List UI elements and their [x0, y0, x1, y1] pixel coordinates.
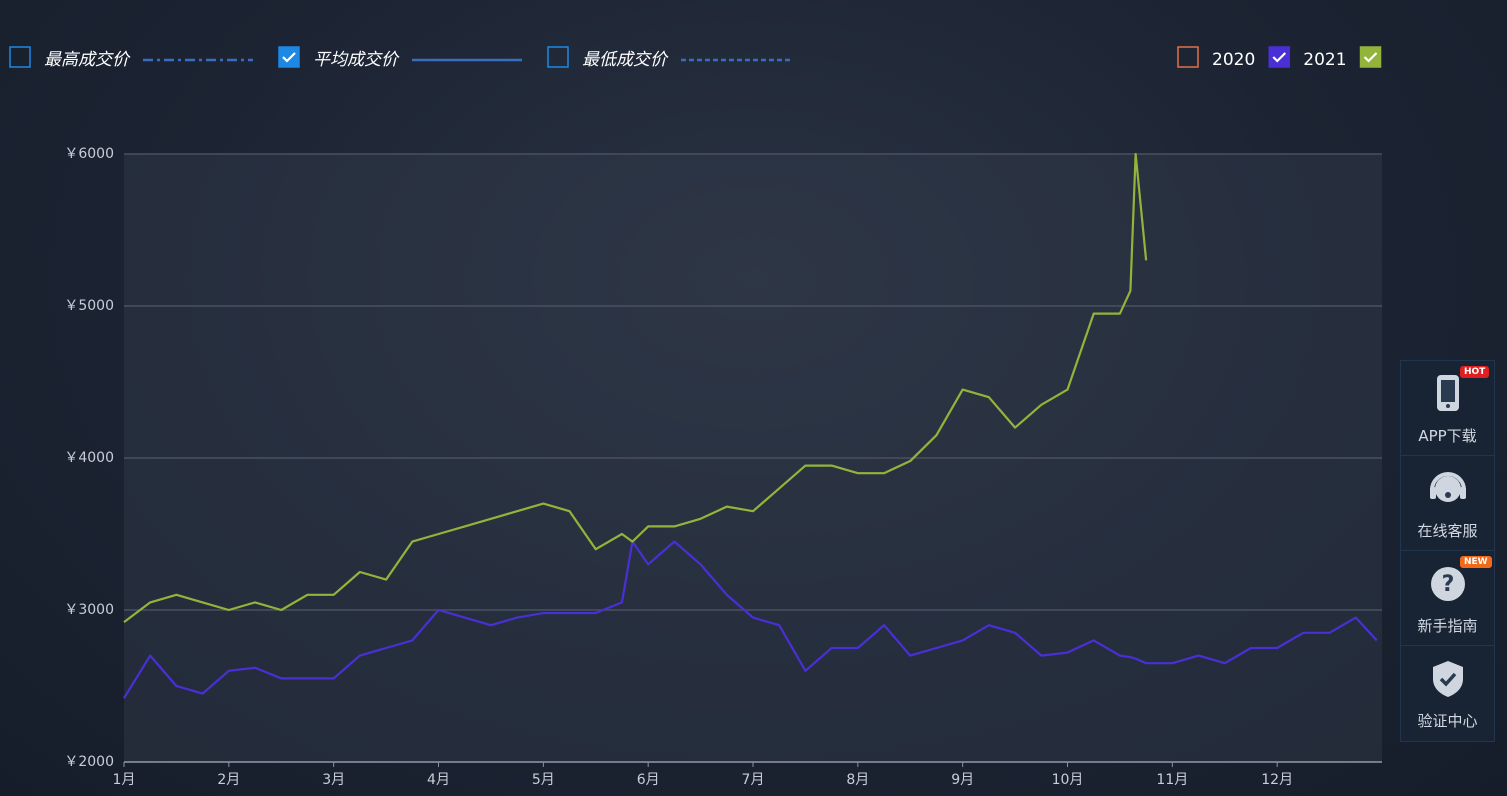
x-tick-label: 8月 — [846, 772, 869, 788]
x-tick-label: 7月 — [742, 772, 765, 788]
checkmark — [282, 52, 296, 63]
sidebar-label: APP下载 — [1418, 427, 1477, 445]
checkbox[interactable] — [9, 46, 31, 68]
x-tick-label: 1月 — [113, 772, 136, 788]
sidebar-item[interactable]: HOT APP下载 — [1401, 361, 1494, 456]
y-tick-label: ￥2000 — [64, 754, 114, 770]
x-tick-label: 11月 — [1156, 772, 1188, 788]
x-tick-label: 3月 — [322, 772, 345, 788]
legend-label[interactable]: 2021 — [1303, 50, 1346, 70]
svg-text:?: ? — [1442, 572, 1455, 597]
checkbox[interactable] — [547, 46, 569, 68]
legend-label[interactable]: 平均成交价 — [313, 50, 400, 70]
x-tick-label: 6月 — [637, 772, 660, 788]
icon: ? — [1431, 567, 1465, 601]
sidebar-label: 验证中心 — [1417, 712, 1478, 730]
checkbox[interactable] — [1359, 46, 1382, 68]
legend-label[interactable]: 2020 — [1212, 50, 1255, 70]
x-tick-label: 4月 — [427, 772, 450, 788]
checkbox[interactable] — [278, 46, 300, 68]
badge: HOT — [1460, 366, 1490, 378]
legend-label[interactable]: 最低成交价 — [582, 50, 669, 70]
x-tick-label: 9月 — [951, 772, 974, 788]
badge: NEW — [1460, 556, 1492, 568]
y-tick-label: ￥4000 — [64, 450, 114, 466]
sidebar-label: 新手指南 — [1417, 617, 1478, 635]
checkmark — [1363, 52, 1378, 63]
checkbox[interactable] — [1177, 46, 1199, 68]
icon — [1430, 472, 1466, 502]
x-tick-label: 2月 — [217, 772, 240, 788]
series-line — [123, 540, 1378, 699]
checkbox[interactable] — [1268, 46, 1291, 68]
sidebar-item[interactable]: 在线客服 — [1401, 456, 1494, 551]
chart: ￥2000 ￥3000 ￥4000 ￥5000 ￥6000 1月 2月 3月 4月 5月 6月 7月 8… — [9, 46, 1382, 788]
x-tick-label: 10月 — [1052, 772, 1084, 788]
sidebar-item[interactable]: ? NEW 新手指南 — [1401, 551, 1494, 646]
sidebar-item[interactable]: 验证中心 — [1401, 646, 1494, 740]
y-tick-label: ￥6000 — [64, 146, 114, 162]
x-tick-label: 12月 — [1261, 772, 1293, 788]
legend-label[interactable]: 最高成交价 — [44, 50, 131, 70]
sidebar: HOT APP下载 在线客服 ? NEW 新手指南 验证中心 — [1400, 360, 1495, 742]
y-tick-label: ￥3000 — [64, 602, 114, 618]
checkmark — [1272, 52, 1287, 63]
y-tick-label: ￥5000 — [64, 298, 114, 314]
icon — [1433, 661, 1463, 697]
x-tick-label: 5月 — [532, 772, 555, 788]
sidebar-label: 在线客服 — [1417, 522, 1478, 540]
icon — [1437, 375, 1459, 411]
series-line — [123, 152, 1148, 624]
